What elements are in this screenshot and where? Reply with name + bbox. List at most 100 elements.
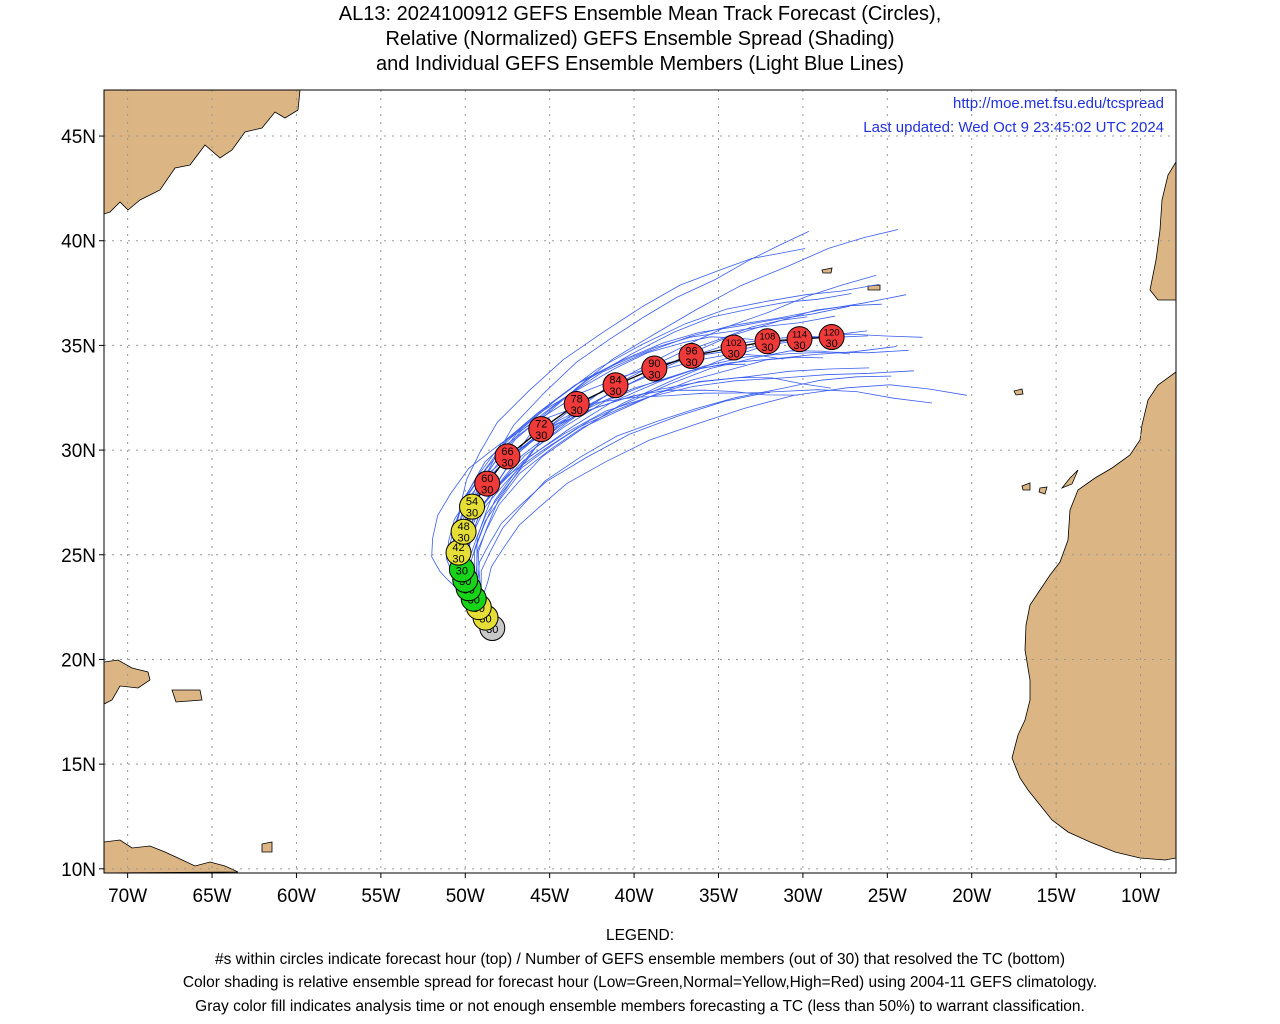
lon-tick-label: 70W — [108, 886, 147, 907]
forecast-hour-label: 66 — [501, 446, 513, 458]
spread-circle — [602, 372, 629, 399]
member-count-label: 30 — [793, 340, 805, 352]
canary-island — [1021, 482, 1031, 491]
lat-tick-label: 25N — [61, 546, 96, 567]
spread-circle — [459, 493, 486, 520]
spread-circle — [563, 391, 590, 418]
spread-circle — [678, 342, 705, 369]
south-america-land — [104, 839, 239, 873]
lat-tick-label: 15N — [61, 755, 96, 776]
spread-circle — [474, 470, 501, 497]
lon-tick-label: 25W — [868, 886, 907, 907]
lat-tick-label: 35N — [61, 336, 96, 357]
spread-circle — [450, 518, 477, 545]
lon-tick-label: 30W — [783, 886, 822, 907]
member-count-label: 30 — [481, 485, 493, 497]
lon-tick-label: 40W — [615, 886, 654, 907]
title-line-3: and Individual GEFS Ensemble Members (Li… — [375, 53, 905, 75]
forecast-hour-label: 42 — [452, 542, 464, 554]
iberia-land — [1149, 161, 1176, 301]
lon-tick-label: 60W — [277, 886, 316, 907]
ensemble-member-track — [462, 346, 897, 629]
canary-island — [1038, 486, 1048, 495]
member-count-label: 30 — [728, 349, 740, 361]
madeira-island — [1013, 388, 1024, 396]
ensemble-member-track — [461, 284, 880, 629]
forecast-hour-label: 96 — [685, 345, 697, 357]
forecast-hour-label: 114 — [792, 330, 807, 341]
lat-tick-label: 20N — [61, 650, 96, 671]
source-url[interactable]: http://moe.met.fsu.edu/tcspread — [953, 95, 1164, 112]
lon-tick-label: 35W — [699, 886, 738, 907]
member-count-label: 30 — [685, 357, 697, 369]
forecast-hour-label: 54 — [466, 496, 478, 508]
legend-line-2: Color shading is relative ensemble sprea… — [182, 974, 1098, 991]
mean-track-line — [457, 336, 832, 629]
ensemble-member-track — [465, 231, 809, 629]
forecast-hour-label: 48 — [457, 521, 469, 533]
legend-line-3: Gray color fill indicates analysis time … — [195, 997, 1085, 1015]
forecast-hour-label: 60 — [481, 473, 493, 485]
ensemble-member-track — [466, 335, 869, 629]
lon-tick-label: 45W — [530, 886, 569, 907]
member-count-label: 30 — [571, 405, 583, 417]
ensemble-member-track — [466, 349, 909, 629]
legend: LEGEND: #s within circles indicate forec… — [0, 924, 1280, 1018]
mean-track: 3030303030303042304830543060306630723078… — [445, 324, 845, 642]
forecast-hour-label: 120 — [824, 328, 840, 339]
lat-tick-label: 45N — [61, 127, 96, 148]
lon-tick-label: 20W — [952, 886, 991, 907]
legend-line-1: #s within circles indicate forecast hour… — [215, 950, 1065, 968]
spread-circle — [494, 443, 521, 470]
legend-heading: LEGEND: — [605, 927, 675, 944]
lon-tick-label: 65W — [193, 886, 232, 907]
member-count-label: 30 — [761, 342, 773, 354]
plot-frame — [103, 89, 1177, 874]
forecast-hour-label: 90 — [648, 358, 660, 370]
lon-tick-label: 50W — [446, 886, 485, 907]
trinidad-land — [261, 841, 273, 853]
lat-tick-label: 30N — [61, 441, 96, 462]
member-count-label: 30 — [825, 338, 837, 350]
lon-tick-label: 15W — [1037, 886, 1076, 907]
lat-tick-label: 40N — [61, 232, 96, 253]
land-layer — [104, 90, 1176, 873]
lon-tick-label: 55W — [361, 886, 400, 907]
canary-island — [1060, 469, 1079, 489]
ensemble-member-track — [445, 389, 799, 629]
spread-circle — [754, 328, 781, 355]
spread-circle — [720, 334, 747, 361]
member-count-label: 30 — [535, 430, 547, 442]
forecast-hour-label: 102 — [726, 338, 742, 349]
hispaniola-land — [104, 659, 151, 705]
north-america-land — [104, 90, 301, 215]
member-count-label: 30 — [452, 554, 464, 566]
forecast-hour-label: 108 — [760, 332, 776, 343]
member-count-label: 30 — [466, 508, 478, 520]
africa-land — [1011, 371, 1176, 861]
chart-title: AL13: 2024100912 GEFS Ensemble Mean Trac… — [0, 2, 1280, 77]
ensemble-member-tracks — [431, 229, 967, 629]
forecast-hour-label: 78 — [571, 394, 583, 406]
spread-circle — [528, 416, 555, 443]
last-updated: Last updated: Wed Oct 9 23:45:02 UTC 202… — [863, 119, 1164, 136]
spread-circle — [818, 324, 845, 351]
lon-tick-label: 10W — [1121, 886, 1160, 907]
axis-labels: 70W 65W 60W 55W 50W 45W 40W 35W 30W 25W 20W 15W 10W 4… — [61, 127, 1160, 907]
spread-circle — [641, 355, 668, 382]
member-count-label: 30 — [456, 565, 468, 577]
ensemble-member-track — [477, 274, 877, 629]
member-count-label: 30 — [501, 457, 513, 469]
